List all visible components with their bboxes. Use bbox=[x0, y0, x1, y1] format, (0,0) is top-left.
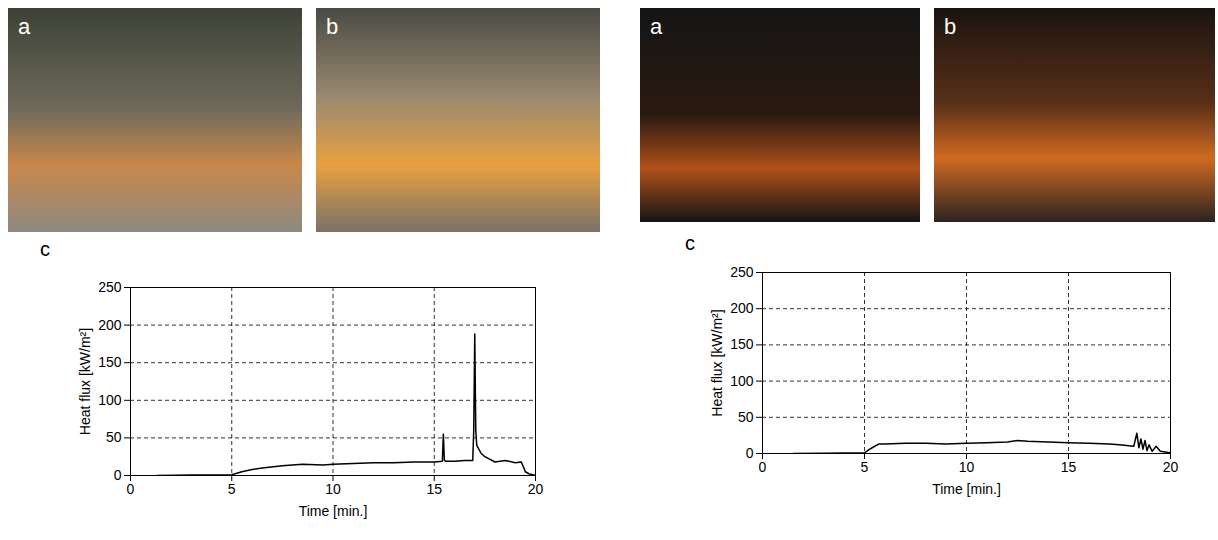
svg-text:0: 0 bbox=[759, 459, 767, 475]
svg-text:0: 0 bbox=[114, 467, 122, 483]
svg-text:15: 15 bbox=[426, 481, 442, 497]
svg-text:20: 20 bbox=[528, 481, 544, 497]
svg-text:15: 15 bbox=[1061, 459, 1077, 475]
svg-text:200: 200 bbox=[730, 300, 754, 316]
svg-text:Time [min.]: Time [min.] bbox=[932, 481, 1001, 497]
svg-text:100: 100 bbox=[730, 373, 754, 389]
html-text:a: a bbox=[18, 14, 31, 39]
svg-text:0: 0 bbox=[127, 481, 135, 497]
svg-text:Heat flux [kW/m²]: Heat flux [kW/m²] bbox=[709, 309, 725, 416]
svg-text:50: 50 bbox=[106, 429, 122, 445]
svg-text:250: 250 bbox=[730, 264, 754, 280]
svg-text:20: 20 bbox=[1163, 459, 1179, 475]
svg-text:Heat flux [kW/m²]: Heat flux [kW/m²] bbox=[77, 328, 93, 435]
svg-text:150: 150 bbox=[98, 354, 122, 370]
html-text:c: c bbox=[40, 238, 50, 260]
html-text:c: c bbox=[685, 232, 695, 254]
svg-text:10: 10 bbox=[325, 481, 341, 497]
svg-text:50: 50 bbox=[738, 409, 754, 425]
svg-text:5: 5 bbox=[861, 459, 869, 475]
svg-text:5: 5 bbox=[228, 481, 236, 497]
svg-text:100: 100 bbox=[98, 392, 122, 408]
svg-text:Time [min.]: Time [min.] bbox=[299, 503, 368, 519]
svg-text:250: 250 bbox=[98, 279, 122, 295]
html-text:a: a bbox=[650, 14, 663, 39]
svg-text:200: 200 bbox=[98, 317, 122, 333]
html-text:b: b bbox=[944, 14, 957, 39]
svg-text:150: 150 bbox=[730, 336, 754, 352]
svg-text:0: 0 bbox=[746, 445, 754, 461]
svg-text:10: 10 bbox=[959, 459, 975, 475]
html-text:b: b bbox=[326, 14, 339, 39]
